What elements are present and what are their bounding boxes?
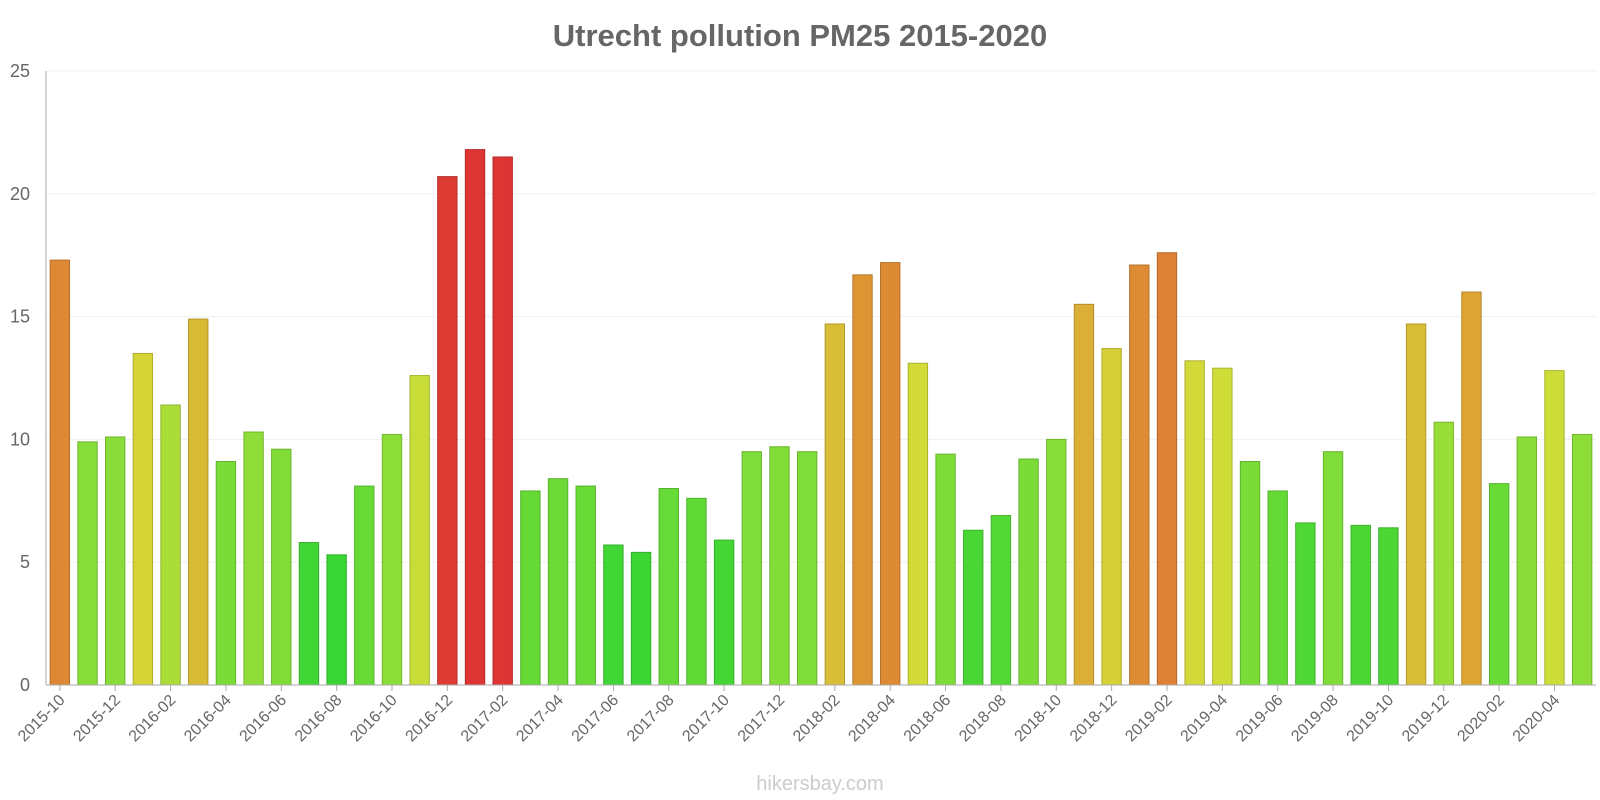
bar-2017-07 [630,551,652,686]
x-tick-label: 2019-04 [1178,692,1232,746]
bar-2018-02 [824,323,846,686]
bar-2017-10 [713,539,735,686]
x-tick-label: 2019-12 [1399,692,1453,746]
x-tick-label: 2018-08 [956,692,1010,746]
x-tick-label: 2016-04 [181,692,235,746]
bar-2020-04 [1544,370,1565,686]
x-tick-label: 2017-10 [679,692,733,746]
bar-2017-06 [603,544,624,686]
axes [45,71,1596,691]
x-tick-label: 2019-02 [1122,692,1176,746]
bar-2016-10 [381,433,403,686]
chart-title: Utrecht pollution PM25 2015-2020 [553,18,1047,53]
x-tick-label: 2017-04 [513,692,567,746]
bar-2017-05 [575,485,596,686]
x-tick-label: 2015-10 [15,692,69,746]
bar-2020-01 [1461,291,1482,686]
bar-2018-11 [1073,303,1095,686]
bar-2017-03 [520,490,541,686]
bar-2019-02 [1156,252,1178,686]
x-tick-label: 2017-12 [735,692,789,746]
bar-2018-05 [907,362,929,686]
x-tick-label: 2018-10 [1012,692,1066,746]
x-tick-label: 2016-06 [237,692,291,746]
y-tick-label: 10 [10,429,30,449]
bar-2017-08 [658,488,679,686]
bar-2018-10 [1046,438,1067,686]
x-tick-label: 2019-06 [1233,692,1287,746]
bar-2016-08 [326,554,347,686]
bar-2019-10 [1378,527,1399,686]
bar-2016-01 [132,352,154,686]
bar-2018-01 [796,451,818,686]
x-tick-label: 2018-04 [845,692,899,746]
x-tick-label: 2020-04 [1510,692,1564,746]
x-tick-label: 2016-10 [347,692,401,746]
bar-2019-07 [1295,522,1316,686]
bar-2019-03 [1184,360,1205,686]
x-tick-label: 2015-12 [70,692,124,746]
y-tick-labels: 0 5 10 15 20 25 [10,61,30,695]
x-tick-label: 2016-02 [126,692,180,746]
bar-2017-01 [464,149,486,686]
bar-2017-12 [769,446,790,686]
bar-2019-06 [1267,490,1288,686]
x-tick-label: 2017-08 [624,692,678,746]
bar-2017-09 [686,497,707,686]
credit-text: hikersbay.com [756,773,883,795]
x-tick-label: 2017-06 [569,692,623,746]
x-tick-label: 2016-12 [403,692,457,746]
bar-2018-08 [990,515,1012,686]
bar-2016-07 [298,542,320,686]
bar-2018-04 [880,262,901,686]
bar-2016-03 [188,318,209,686]
bar-2019-04 [1212,367,1233,686]
bar-2020-03 [1516,436,1537,686]
bar-2016-12 [437,176,458,686]
bar-2019-09 [1350,524,1371,686]
y-tick-label: 15 [10,307,30,327]
x-tick-label: 2018-12 [1067,692,1121,746]
bar-2015-10 [49,259,71,686]
bar-2015-11 [77,441,98,686]
bar-2018-12 [1101,348,1122,686]
x-tick-label: 2018-06 [901,692,955,746]
bar-2020-02 [1488,483,1510,686]
bar-2019-08 [1322,451,1344,686]
bar-2016-06 [271,448,292,686]
bar-2017-04 [547,478,569,686]
x-tick-label: 2019-10 [1344,692,1398,746]
x-tick-label: 2016-08 [292,692,346,746]
y-tick-label: 0 [20,675,30,695]
bar-2015-12 [105,436,126,686]
bar-2016-05 [243,431,264,686]
bar-2019-05 [1239,461,1261,686]
y-tick-label: 5 [20,552,30,572]
bar-2018-07 [963,529,984,686]
x-tick-label: 2018-02 [790,692,844,746]
bar-2017-11 [741,451,762,686]
x-tick-label: 2017-02 [458,692,512,746]
bar-2019-11 [1405,323,1427,686]
bar-2018-03 [852,274,873,686]
y-tick-label: 20 [10,184,30,204]
bars [49,149,1593,686]
bar-2019-01 [1129,264,1150,686]
bar-2016-04 [215,461,237,686]
bar-2020-05 [1571,433,1593,686]
x-tick-labels: 2015-10 2015-12 2016-02 2016-04 2016-06 2016-… [15,692,1563,746]
x-tick-label: 2020-02 [1454,692,1508,746]
y-tick-label: 25 [10,61,30,81]
bar-2019-12 [1433,421,1454,686]
x-tick-label: 2019-08 [1288,692,1342,746]
bar-2017-02 [492,156,513,686]
bar-2016-11 [409,375,430,686]
bar-2016-09 [354,485,375,686]
bar-2016-02 [160,404,181,686]
bar-2018-06 [935,453,956,686]
bar-2018-09 [1018,458,1039,686]
